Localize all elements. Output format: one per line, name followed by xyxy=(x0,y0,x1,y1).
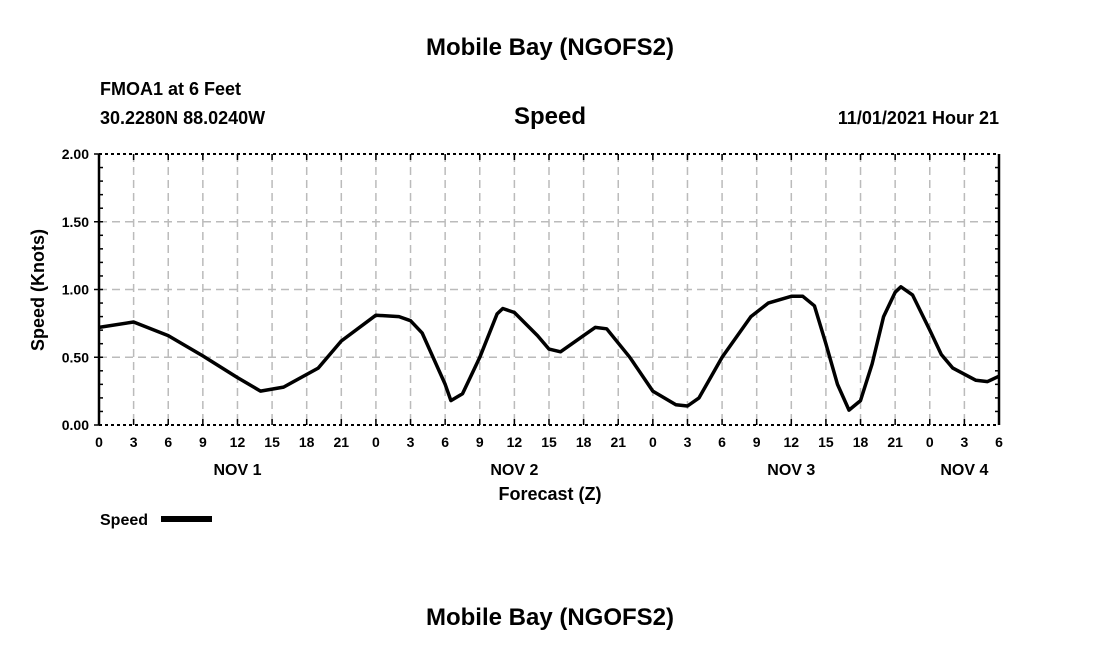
x-tick-label: 6 xyxy=(995,434,1003,450)
x-tick-label: 9 xyxy=(753,434,761,450)
x-axis-label: Forecast (Z) xyxy=(498,484,601,504)
x-tick-label: 12 xyxy=(230,434,246,450)
x-tick-label: 9 xyxy=(476,434,484,450)
x-tick-label: 15 xyxy=(818,434,834,450)
grid xyxy=(99,154,999,425)
x-tick-label: 18 xyxy=(576,434,592,450)
x-tick-label: 0 xyxy=(372,434,380,450)
axes: 0 3 6 9 12 15 18 21 0 3 6 9 12 15 18 21 0 3 6 9 12 15 18 21 0 3 6 0… xyxy=(62,146,1003,479)
legend-swatch xyxy=(161,516,212,522)
x-tick-label: 18 xyxy=(853,434,869,450)
y-tick-label: 0.50 xyxy=(62,349,89,365)
x-tick-label: 3 xyxy=(407,434,415,450)
x-tick-label: 3 xyxy=(960,434,968,450)
station-label: FMOA1 at 6 Feet xyxy=(100,79,241,99)
y-tick-label: 2.00 xyxy=(62,146,89,162)
x-tick-label: 18 xyxy=(299,434,315,450)
x-tick-label: 12 xyxy=(784,434,800,450)
day-label: NOV 1 xyxy=(213,462,261,479)
x-tick-label: 0 xyxy=(926,434,934,450)
page-title: Mobile Bay (NGOFS2) xyxy=(426,34,674,61)
speed-series-line xyxy=(98,285,1000,412)
x-tick-label: 6 xyxy=(164,434,172,450)
legend-label: Speed xyxy=(100,512,148,529)
x-tick-label: 12 xyxy=(507,434,523,450)
y-tick-label: 0.00 xyxy=(62,417,89,433)
x-tick-label: 3 xyxy=(684,434,692,450)
x-tick-label: 0 xyxy=(649,434,657,450)
x-tick-label: 21 xyxy=(334,434,350,450)
station-coords: 30.2280N 88.0240W xyxy=(100,108,265,128)
x-tick-label: 6 xyxy=(718,434,726,450)
day-label: NOV 3 xyxy=(767,462,815,479)
y-axis-label: Speed (Knots) xyxy=(28,229,48,351)
x-tick-label: 15 xyxy=(264,434,280,450)
forecast-datetime: 11/01/2021 Hour 21 xyxy=(838,108,999,128)
x-tick-label: 6 xyxy=(441,434,449,450)
x-tick-label: 3 xyxy=(130,434,138,450)
x-tick-label: 15 xyxy=(541,434,557,450)
x-tick-label: 21 xyxy=(610,434,626,450)
day-label: NOV 2 xyxy=(490,462,538,479)
chart-title: Speed xyxy=(514,103,586,130)
x-tick-label: 0 xyxy=(95,434,103,450)
y-tick-label: 1.00 xyxy=(62,282,89,298)
x-tick-label: 9 xyxy=(199,434,207,450)
day-label: NOV 4 xyxy=(940,462,988,479)
footer-title: Mobile Bay (NGOFS2) xyxy=(426,604,674,631)
x-tick-label: 21 xyxy=(887,434,903,450)
y-tick-label: 1.50 xyxy=(62,214,89,230)
